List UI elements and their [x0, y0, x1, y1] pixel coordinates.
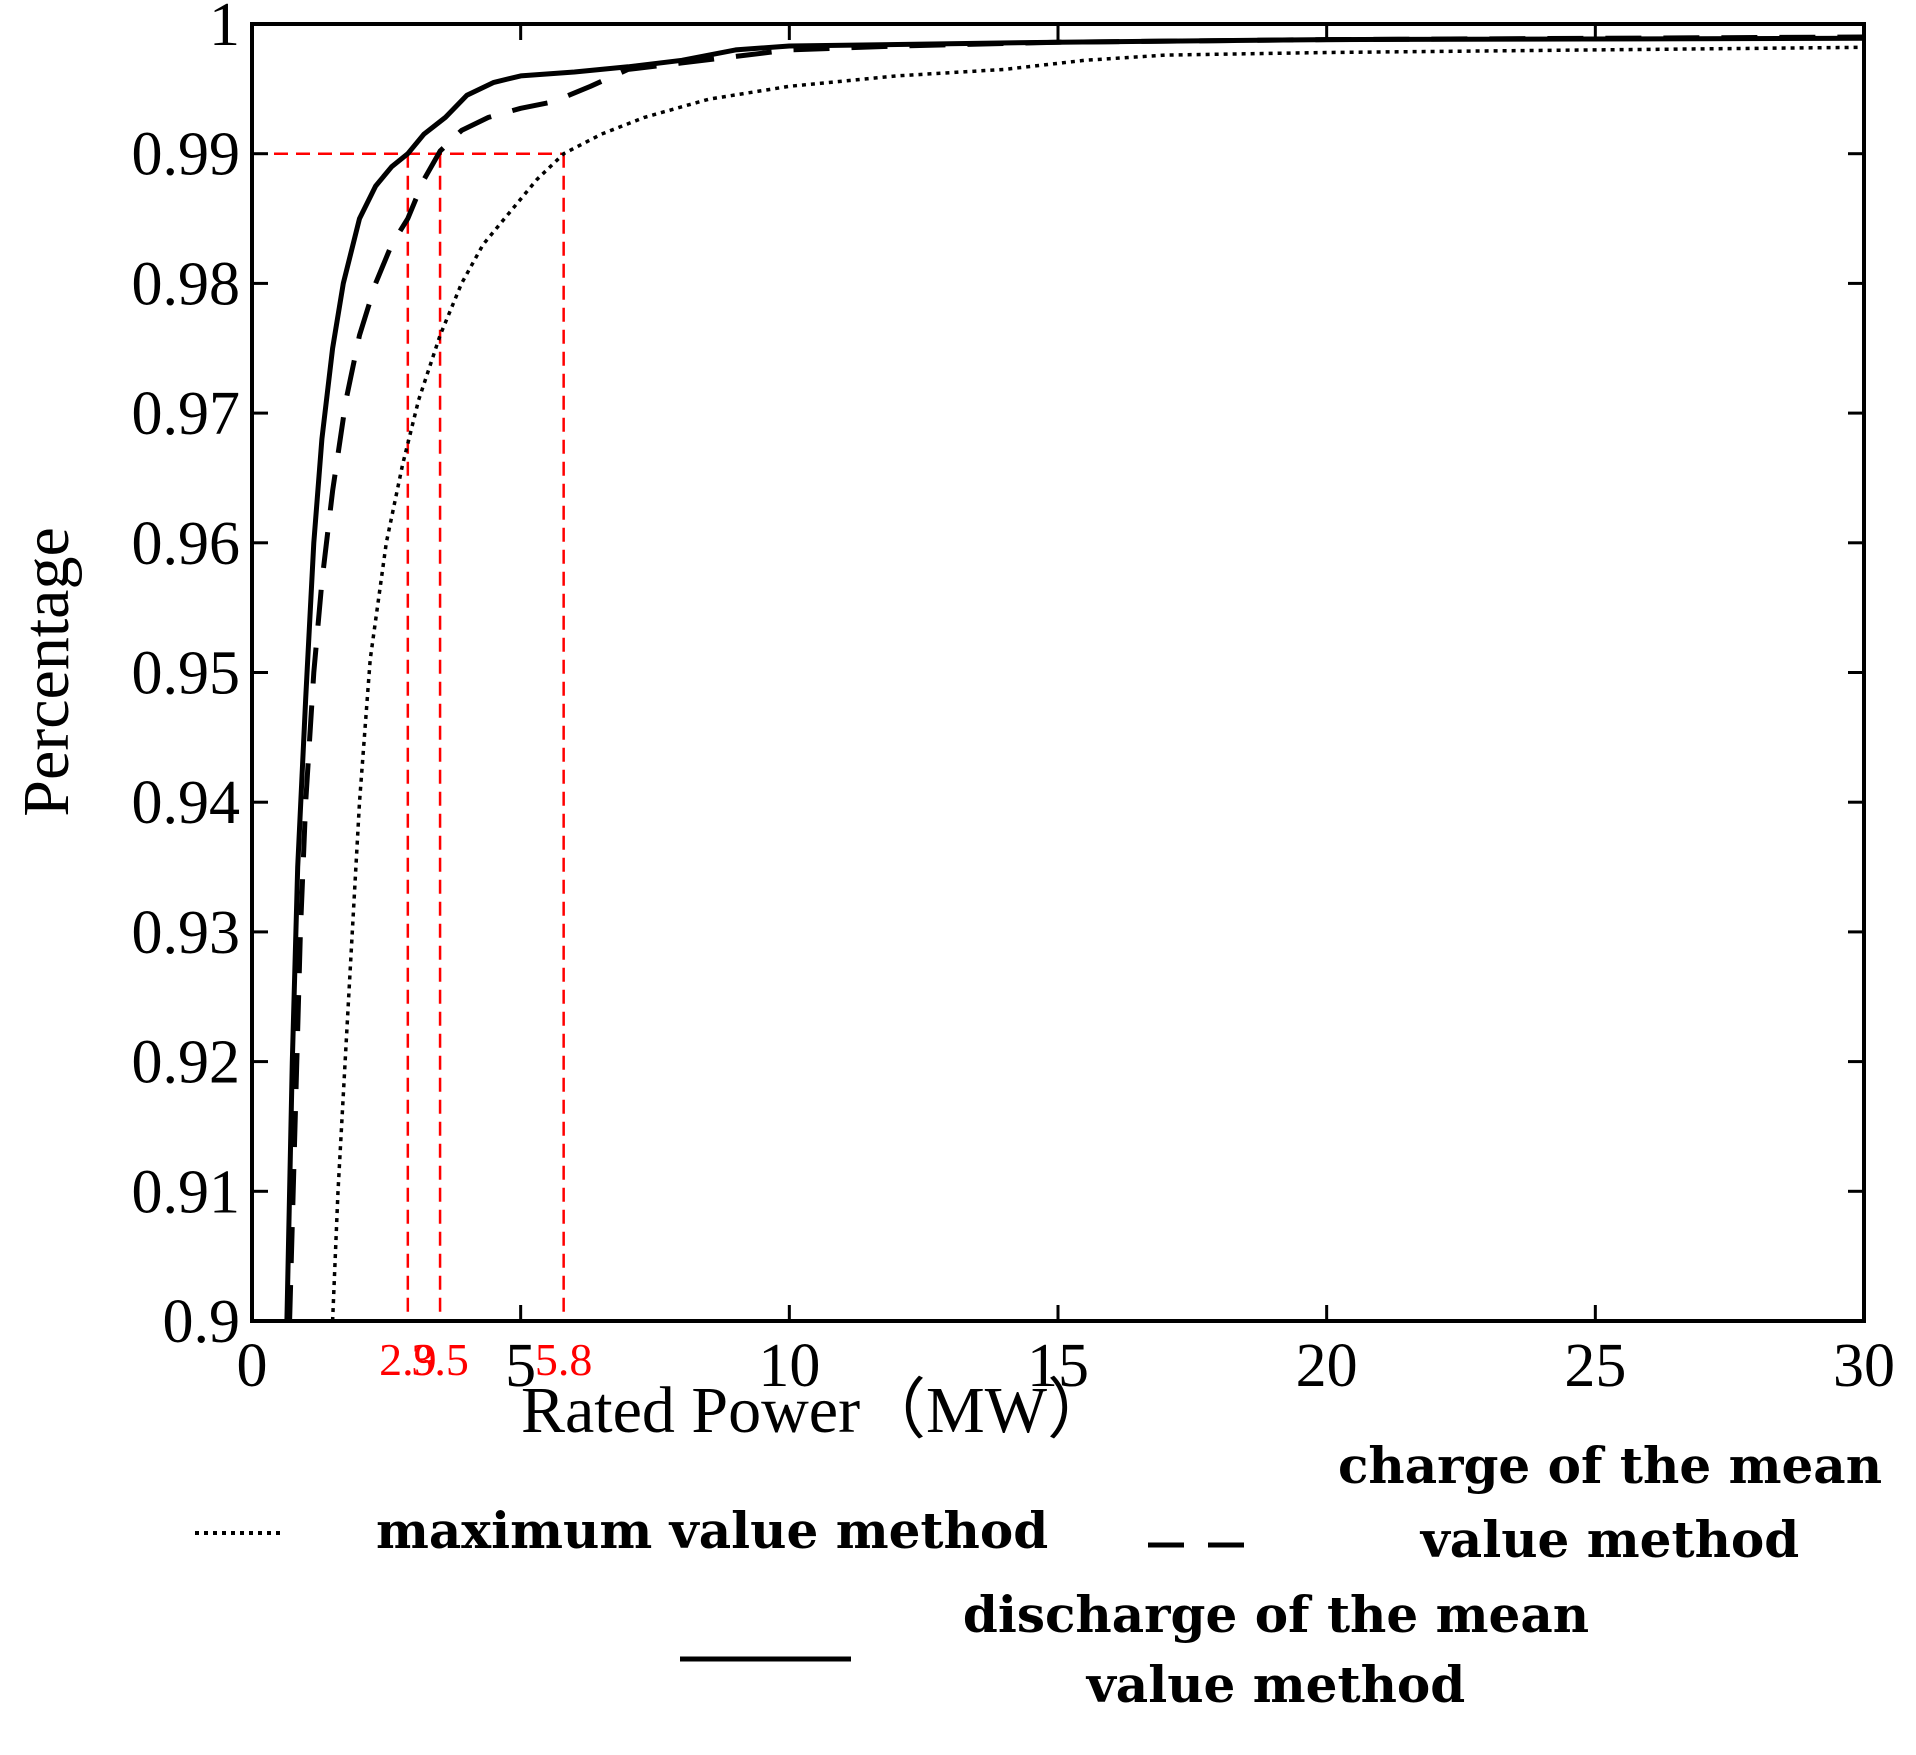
legend-label-charge-line1: charge of the mean [1338, 1436, 1882, 1495]
y-tick-label: 0.94 [132, 769, 241, 837]
x-tick-label: 10 [758, 1332, 820, 1400]
legend-label-maximum: maximum value method [376, 1501, 1048, 1560]
x-axis-title: Rated Power（MW） [521, 1374, 1113, 1447]
series-line-dotted [330, 45, 1865, 1322]
series-line-dashed [287, 34, 1865, 1322]
y-axis-title: Percentage [10, 527, 83, 817]
y-tick-label: 0.91 [132, 1158, 241, 1226]
y-tick-label: 1 [209, 0, 240, 59]
y-tick-label: 0.92 [132, 1029, 241, 1097]
legend-label-discharge-line2: value method [1086, 1655, 1466, 1714]
x-tick-label: 25 [1564, 1332, 1626, 1400]
legend-label-discharge-line1: discharge of the mean [963, 1585, 1589, 1644]
x-tick-label: 5 [505, 1332, 536, 1400]
plot-area: 2.93.5 5.8 [252, 34, 1865, 1385]
threshold-value-label: 5.8 [535, 1334, 593, 1385]
legend-label-charge-line2: value method [1420, 1510, 1800, 1569]
y-tick-label: 0.93 [132, 899, 241, 967]
y-tick-label: 0.96 [132, 510, 241, 578]
y-axis: 0.9 0.91 0.92 0.93 0.94 0.95 0.96 0.97 0.98 0.99 1 [132, 0, 1864, 1356]
x-tick-label: 20 [1296, 1332, 1358, 1400]
series-line-solid [284, 35, 1865, 1322]
y-tick-label: 0.9 [163, 1288, 241, 1356]
y-tick-label: 0.98 [132, 250, 241, 318]
x-axis: 0 5 10 15 20 25 30 [237, 24, 1895, 1400]
y-tick-label: 0.97 [132, 380, 241, 448]
y-tick-label: 0.99 [132, 121, 241, 189]
legend: maximum value method charge of the mean … [195, 1436, 1882, 1714]
x-tick-label: 30 [1833, 1332, 1895, 1400]
threshold-value-label: 3.5 [411, 1334, 469, 1385]
x-tick-label: 15 [1027, 1332, 1089, 1400]
y-tick-label: 0.95 [132, 640, 241, 708]
plot-frame [250, 22, 1866, 1323]
threshold-value-label: 2.9 [379, 1334, 437, 1385]
x-tick-label: 0 [237, 1332, 268, 1400]
